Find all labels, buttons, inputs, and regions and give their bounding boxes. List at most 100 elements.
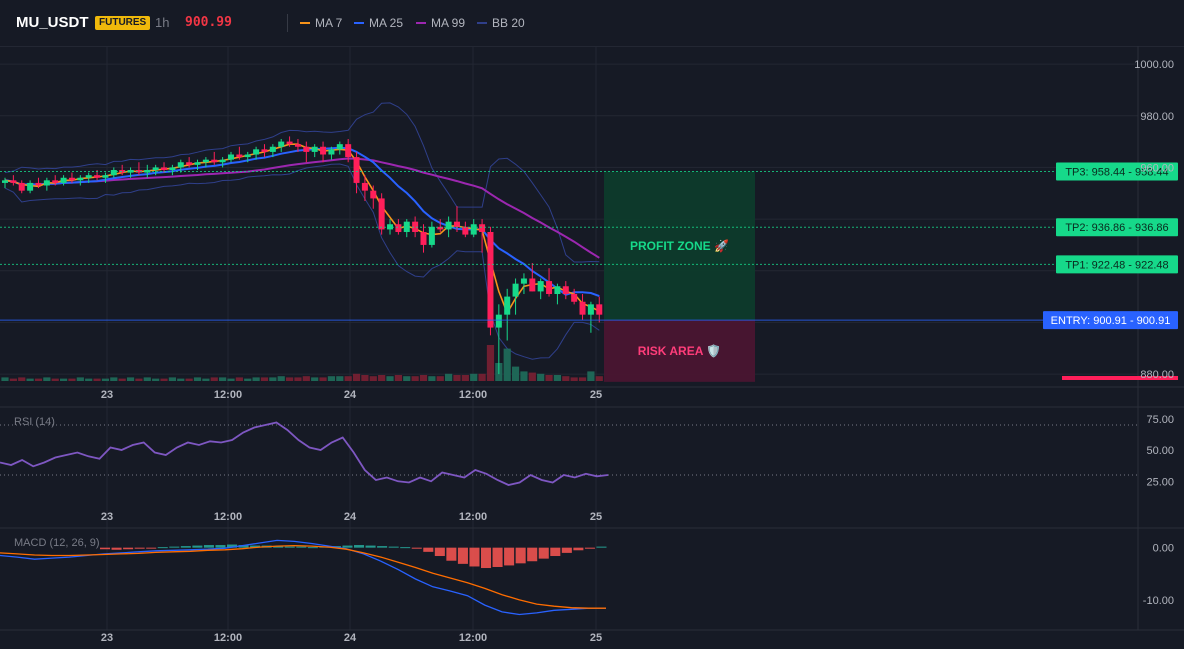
volume-bar	[85, 378, 93, 381]
candle-body	[169, 167, 176, 170]
volume-bar	[562, 376, 570, 381]
volume-bar	[277, 376, 285, 381]
candle-body	[127, 170, 134, 173]
signal-line	[0, 544, 606, 609]
volume-bar	[553, 375, 562, 381]
volume-bar	[344, 376, 352, 381]
volume-bar	[595, 376, 603, 381]
volume-bar	[210, 377, 218, 381]
volume-bar	[319, 377, 327, 381]
candle-body	[378, 198, 385, 230]
candle-body	[144, 170, 151, 173]
macd-histogram-bar	[134, 547, 145, 549]
macd-histogram-bar	[169, 546, 180, 548]
volume-bar	[135, 378, 143, 381]
candle-body	[328, 149, 335, 155]
volume-bar	[76, 377, 84, 381]
macd-histogram-bar	[342, 545, 353, 548]
price-tick-label: 1000.00	[1134, 59, 1174, 71]
candle-body	[453, 221, 460, 227]
ma25-swatch-icon	[354, 21, 364, 24]
candle-body	[387, 224, 394, 230]
macd-histogram-bar	[123, 547, 134, 550]
volume-bar	[520, 371, 528, 381]
volume-bar	[545, 375, 553, 381]
candle-body	[529, 278, 536, 292]
time-tick-label: 23	[101, 389, 113, 401]
candle-body	[546, 281, 553, 294]
volume-bar	[9, 378, 17, 381]
candle-body	[403, 221, 410, 232]
volume-bar	[185, 378, 193, 381]
macd-histogram-bar	[400, 547, 411, 549]
price-tick-label: 980.00	[1140, 111, 1174, 123]
candle-body	[520, 278, 527, 284]
candle-body	[303, 146, 310, 152]
legend-ma7[interactable]: MA 7	[300, 14, 342, 32]
macd-histogram-bar	[250, 545, 261, 548]
candle-body	[495, 314, 502, 328]
volume-bar	[34, 378, 43, 381]
candle-body	[261, 149, 268, 152]
volume-bar	[235, 377, 243, 381]
time-tick-label: 12:00	[214, 632, 242, 644]
legend-ma25[interactable]: MA 25	[354, 14, 403, 32]
macd-histogram-bar	[111, 547, 122, 550]
candle-body	[18, 182, 25, 191]
volume-bar	[219, 377, 227, 381]
candle-body	[177, 162, 184, 168]
candle-body	[554, 286, 561, 294]
volume-bar	[352, 373, 361, 381]
candle-body	[186, 162, 193, 165]
volume-bar	[43, 377, 51, 381]
grid-lines	[0, 46, 1184, 631]
macd-histogram-bar	[457, 547, 468, 564]
volume-bar	[168, 377, 176, 381]
volume-bar	[503, 348, 511, 381]
legend-bb20[interactable]: BB 20	[477, 14, 525, 32]
volume-bar	[386, 376, 394, 381]
candle-body	[445, 221, 452, 230]
chart-header: MU_USDT FUTURES 1h 900.99 MA 7 MA 25 MA …	[0, 0, 1184, 47]
macd-histogram-bar	[215, 545, 226, 548]
tp2-label: TP2: 936.86 - 936.86	[1065, 222, 1168, 234]
legend-ma99[interactable]: MA 99	[416, 14, 465, 32]
macd-histogram-bar	[446, 547, 457, 561]
candle-body	[227, 154, 234, 160]
bb-lower-line	[4, 163, 600, 360]
volume-bar	[227, 378, 235, 381]
volume-bar	[528, 372, 536, 381]
ma25-line	[4, 146, 600, 298]
interval-selector[interactable]: 1h	[155, 15, 170, 30]
macd-histogram-bar	[227, 544, 238, 548]
macd-histogram-bar	[192, 545, 203, 548]
candle-body	[68, 177, 75, 181]
candle-body	[211, 159, 218, 163]
macd-histogram-bar	[377, 546, 388, 548]
macd-tick-label: -10.00	[1143, 595, 1174, 607]
macd-histogram-bar	[504, 547, 515, 566]
volume-bar	[470, 373, 478, 381]
candle-body	[2, 180, 8, 183]
volume-bar	[486, 345, 495, 381]
candle-body	[135, 170, 142, 173]
candle-body	[77, 177, 84, 181]
symbol-name[interactable]: MU_USDT	[16, 14, 89, 31]
macd-histogram-bar	[411, 547, 422, 549]
price-tick-label: 880.00	[1140, 369, 1174, 381]
candle-body	[361, 182, 368, 191]
candle-body	[437, 226, 444, 230]
futures-badge: FUTURES	[95, 16, 151, 30]
volume-bar	[478, 373, 486, 381]
candle-body	[286, 141, 293, 145]
candle-body	[10, 180, 17, 183]
macd-histogram-bar	[492, 547, 503, 567]
candle-body	[43, 180, 50, 186]
volume-bar	[428, 376, 436, 381]
candle-body	[320, 146, 327, 155]
current-price-marker	[1062, 376, 1178, 380]
volume-bar	[244, 378, 252, 381]
volume-bar	[51, 378, 59, 381]
time-tick-label: 25	[590, 389, 602, 401]
